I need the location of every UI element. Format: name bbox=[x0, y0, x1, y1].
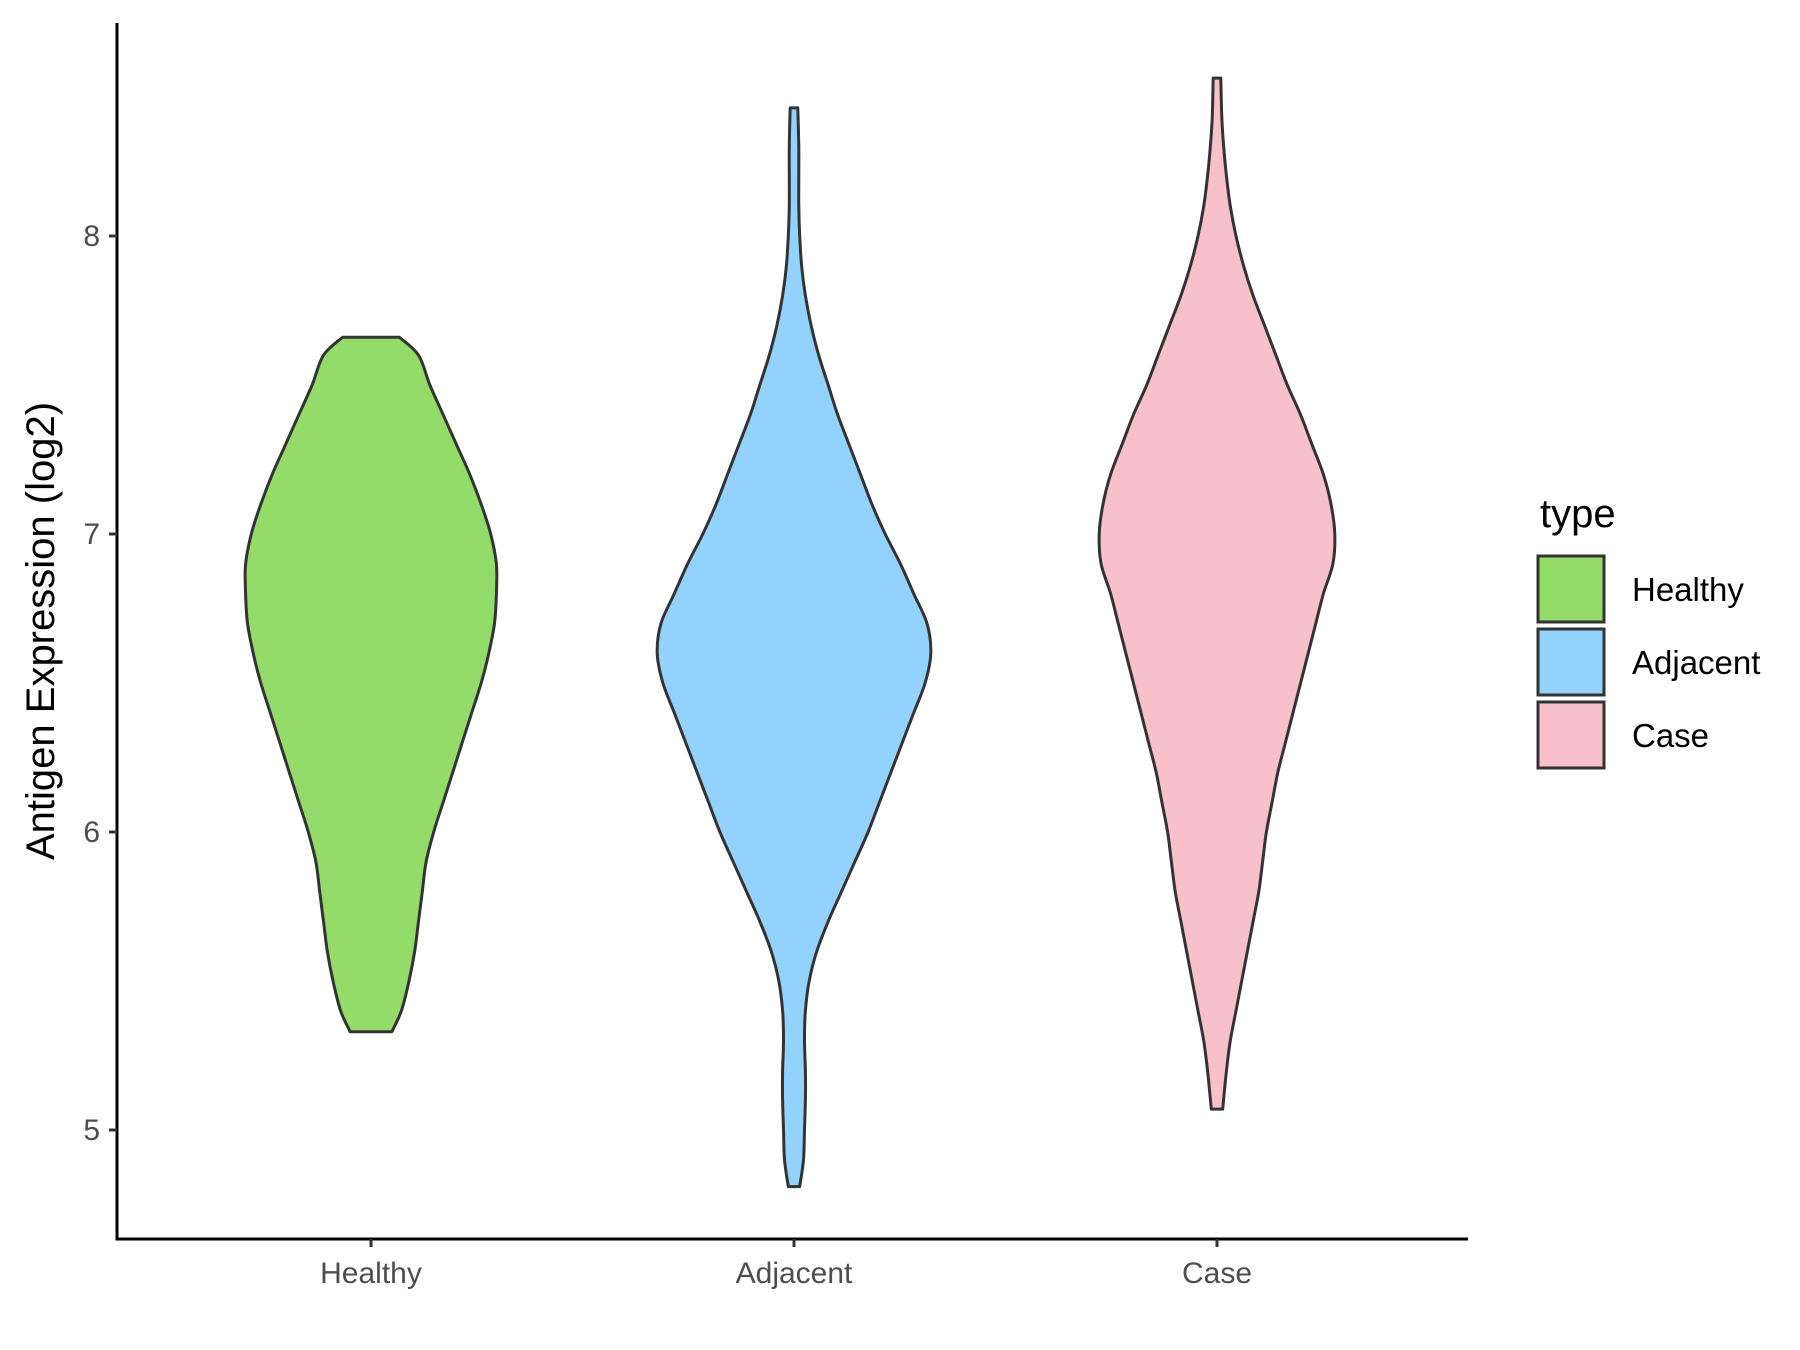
violin-healthy bbox=[243, 335, 499, 1034]
legend: type Healthy Adjacent Case bbox=[1536, 492, 1760, 770]
y-axis-title: Antigen Expression (log2) bbox=[19, 402, 63, 860]
x-tick-label: Healthy bbox=[320, 1257, 422, 1290]
legend-title: type bbox=[1540, 492, 1616, 536]
legend-label-adjacent: Adjacent bbox=[1632, 644, 1760, 681]
legend-label-healthy: Healthy bbox=[1632, 571, 1744, 608]
y-tick-label: 8 bbox=[83, 220, 100, 253]
ticks: 5 6 7 8 Healthy Adjacent Case bbox=[83, 220, 1252, 1290]
x-tick-label: Adjacent bbox=[736, 1257, 853, 1290]
violin-case bbox=[1097, 76, 1337, 1111]
y-tick-label: 7 bbox=[83, 518, 100, 551]
x-tick-label: Case bbox=[1182, 1257, 1252, 1290]
y-tick-label: 5 bbox=[83, 1114, 100, 1147]
legend-key-case bbox=[1536, 700, 1606, 770]
legend-key-healthy bbox=[1536, 554, 1606, 624]
plot-area bbox=[243, 76, 1337, 1189]
violin-adjacent bbox=[655, 106, 933, 1189]
legend-label-case: Case bbox=[1632, 717, 1709, 754]
axes: Antigen Expression (log2) bbox=[19, 23, 1468, 1241]
y-tick-label: 6 bbox=[83, 816, 100, 849]
legend-key-adjacent bbox=[1536, 627, 1606, 697]
